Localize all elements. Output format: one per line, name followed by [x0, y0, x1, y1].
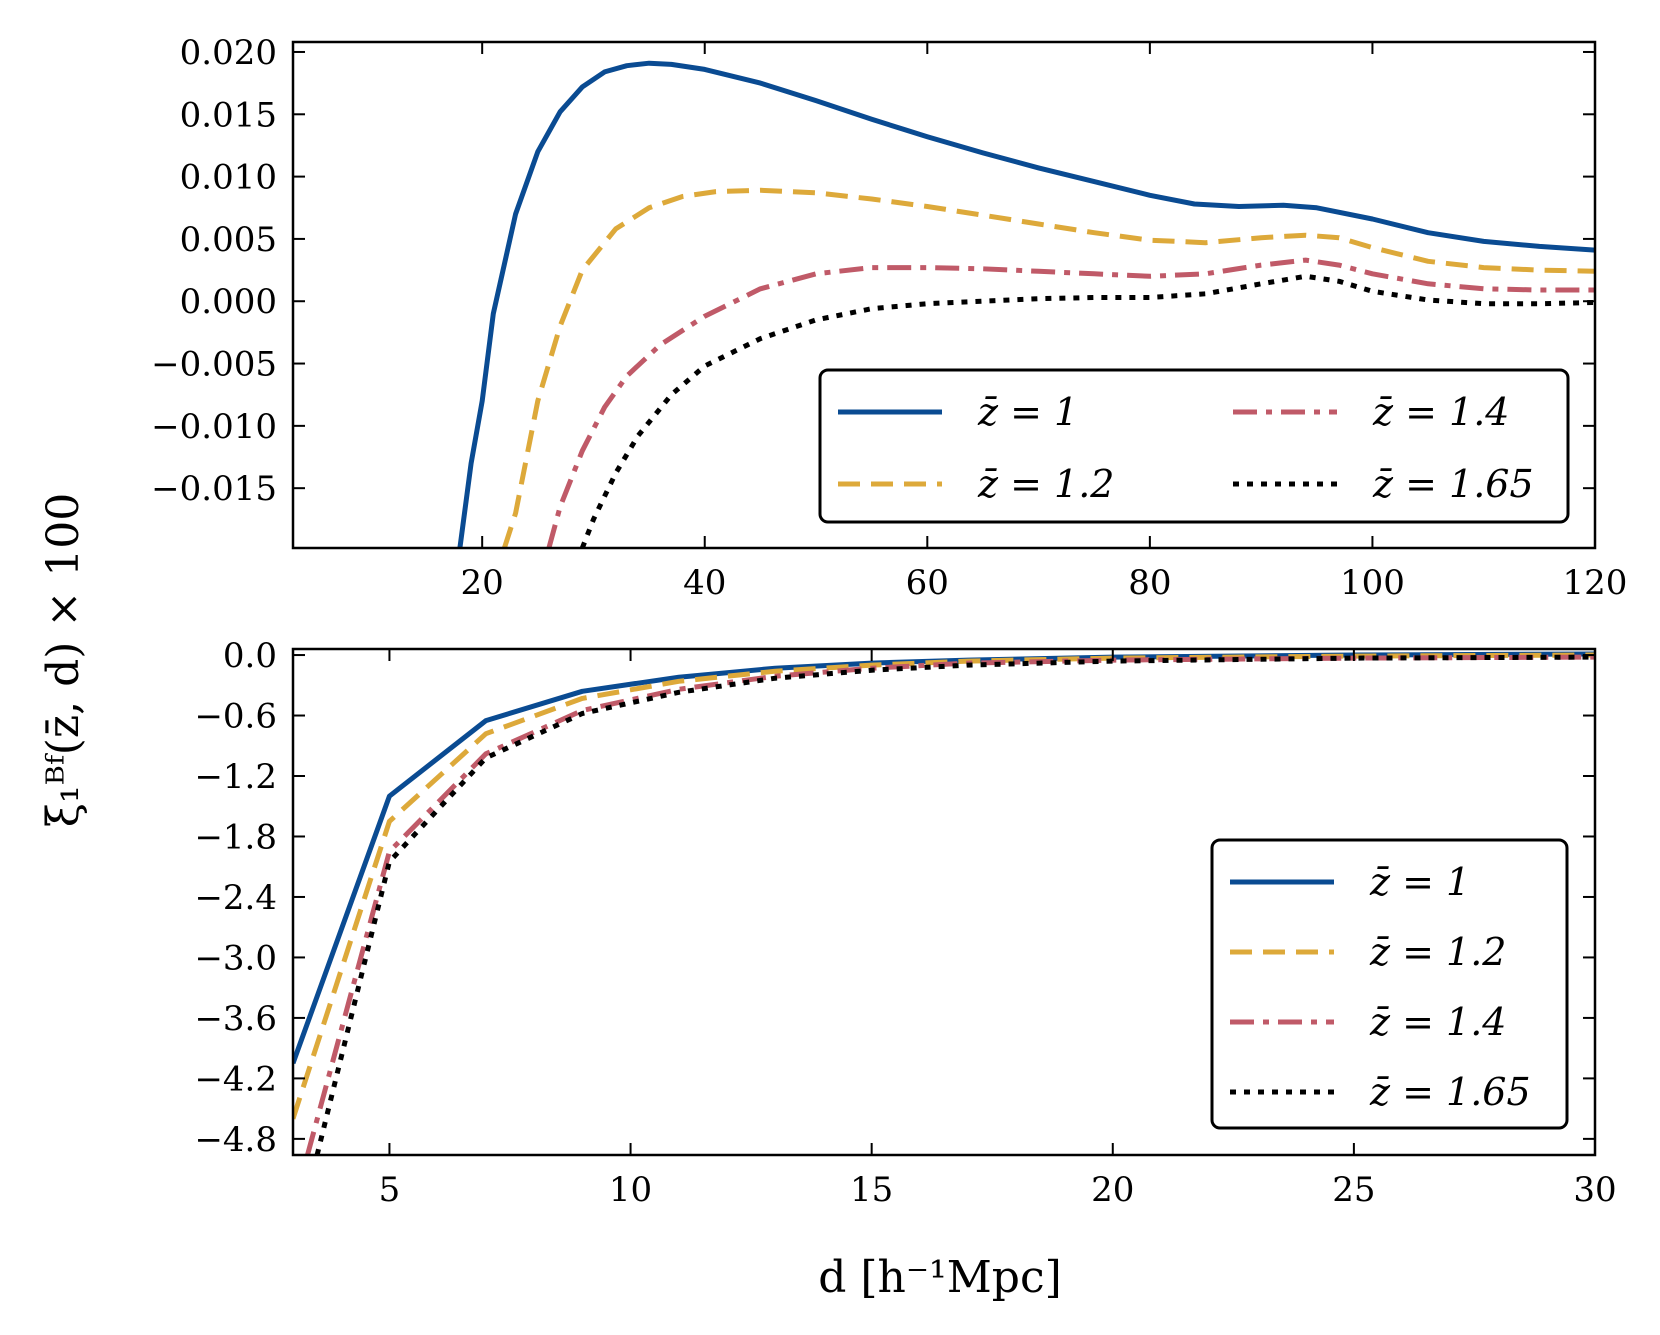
legend-label: z̄ = 1.4: [1369, 1000, 1506, 1044]
x-tick-label: 20: [461, 563, 504, 603]
y-tick-label: −0.6: [194, 697, 277, 737]
legend-box: [818, 368, 1570, 524]
x-axis-title: d [h⁻¹Mpc]: [818, 1252, 1062, 1303]
legend-label: z̄ = 1.4: [1372, 390, 1509, 434]
y-tick-label: 0.0: [223, 636, 277, 676]
legend: z̄ = 1 z̄ = 1.2 z̄ = 1.4 z̄ = 1.65: [818, 368, 1570, 524]
x-tick-label: 120: [1563, 563, 1628, 603]
x-tick-label: 15: [850, 1170, 893, 1210]
legend-label: z̄ = 1.2: [977, 462, 1114, 506]
plot-frame: [291, 40, 1597, 550]
x-tick-label: 10: [609, 1170, 652, 1210]
x-tick-label: 5: [379, 1170, 401, 1210]
x-tick-label: 25: [1332, 1170, 1375, 1210]
legend-label: z̄ = 1: [977, 390, 1078, 434]
y-tick-label: −4.8: [194, 1120, 277, 1160]
x-tick-label: 80: [1128, 563, 1171, 603]
x-tick-label: 20: [1091, 1170, 1134, 1210]
y-tick-label: 0.000: [180, 282, 277, 322]
legend-label: z̄ = 1.65: [1372, 462, 1534, 506]
y-tick-label: −1.2: [194, 757, 277, 797]
y-tick-label: 0.010: [180, 158, 277, 198]
y-tick-label: −0.015: [151, 469, 277, 509]
bottom-panel: 5 10 15 20 25 30 0.0 −0.6 −1.2 −1.8 −2.4 −3.0 −3.6 −4…: [194, 636, 1616, 1210]
y-tick-label: −3.0: [194, 938, 277, 978]
y-tick-label: 0.020: [180, 33, 277, 73]
series-line-3: [314, 654, 1595, 1155]
x-tick-label: 60: [906, 563, 949, 603]
legend-label: z̄ = 1: [1369, 860, 1470, 904]
y-tick-label: −0.010: [151, 407, 277, 447]
x-tick-label: 100: [1340, 563, 1405, 603]
y-tick-label: −2.4: [194, 878, 277, 918]
x-tick-label: 40: [683, 563, 726, 603]
y-tick-label: 0.015: [180, 95, 277, 135]
x-tick-label: 30: [1573, 1170, 1616, 1210]
y-tick-label: −1.8: [194, 817, 277, 857]
y-tick-label: −4.2: [194, 1059, 277, 1099]
legend-label: z̄ = 1.65: [1369, 1070, 1531, 1114]
series-line-1: [502, 187, 1595, 548]
legend-label: z̄ = 1.2: [1369, 930, 1506, 974]
y-tick-label: −3.6: [194, 999, 277, 1039]
legend-box: [1210, 838, 1569, 1130]
y-axis-title: ξ₁ᴮᶠ(z̄, d) × 100: [38, 493, 89, 827]
y-tick-label: 0.005: [180, 220, 277, 260]
top-panel: 20 40 60 80 100 120 0.020 0.015 0.010 0.005 0.000 −…: [151, 33, 1627, 603]
series-line-2: [546, 257, 1595, 548]
series-group: [293, 651, 1595, 1155]
series-group: [457, 60, 1595, 548]
series-line-0: [457, 60, 1595, 548]
y-tick-label: −0.005: [151, 345, 277, 385]
plot-frame: [291, 647, 1597, 1157]
legend: z̄ = 1 z̄ = 1.2 z̄ = 1.4 z̄ = 1.65: [1210, 838, 1569, 1130]
